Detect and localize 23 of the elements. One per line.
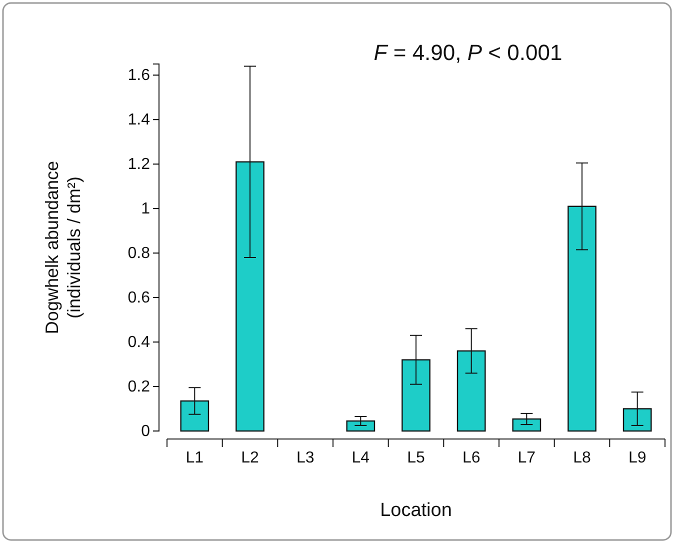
y-tick-label: 1.4: [128, 112, 150, 129]
y-tick-label: 0: [141, 423, 150, 440]
bar: [346, 420, 376, 432]
x-tick-label: L6: [462, 449, 480, 466]
x-tick-label: L9: [628, 449, 646, 466]
y-tick-label: 0.2: [128, 378, 150, 396]
y-axis-title: Dogwhelk abundance (individuals / dm²): [42, 160, 84, 334]
annotation: F = 4.90, P < 0.001: [374, 40, 562, 65]
x-tick-label: L1: [186, 449, 204, 466]
x-axis-title: Location: [380, 500, 452, 521]
y-tick-label: 0.8: [128, 245, 150, 262]
x-tick-label: L4: [352, 449, 370, 466]
bar: [512, 418, 542, 432]
x-tick-label: L7: [518, 449, 536, 466]
y-tick-label: 0.6: [128, 290, 150, 307]
x-tick-label: L8: [573, 449, 591, 466]
y-tick-label: 1.6: [128, 67, 150, 84]
x-tick-label: L2: [241, 449, 259, 466]
x-tick-label: L5: [407, 449, 425, 466]
y-tick-label: 0.4: [128, 334, 150, 352]
y-tick-label: 1: [141, 200, 150, 218]
y-tick-label: 1.2: [128, 156, 150, 174]
x-tick-label: L3: [296, 449, 314, 466]
